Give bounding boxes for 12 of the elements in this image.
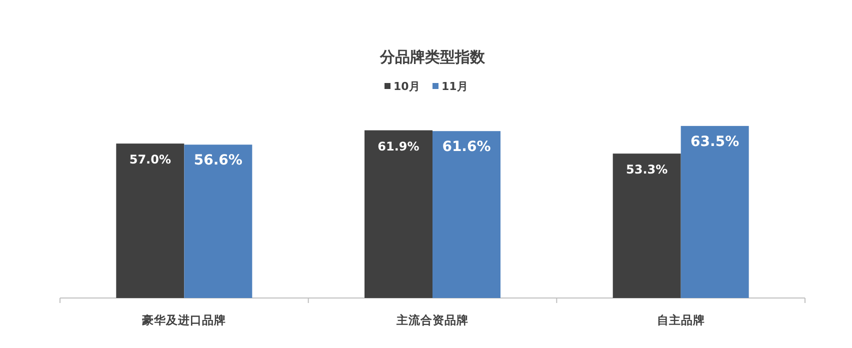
- x-tick-label: 自主品牌: [656, 313, 705, 327]
- data-label: 61.9%: [378, 139, 420, 154]
- x-tick-label: 豪华及进口品牌: [141, 313, 226, 327]
- data-label: 61.6%: [442, 139, 491, 156]
- data-label: 57.0%: [129, 152, 171, 167]
- data-label: 56.6%: [194, 152, 242, 169]
- chart-title: 分品牌类型指数: [379, 48, 486, 66]
- x-tick-label: 主流合资品牌: [396, 313, 468, 327]
- legend-label: 10月: [394, 80, 420, 93]
- data-label: 53.3%: [626, 162, 668, 177]
- legend-label: 11月: [442, 80, 468, 93]
- data-label: 63.5%: [690, 134, 740, 150]
